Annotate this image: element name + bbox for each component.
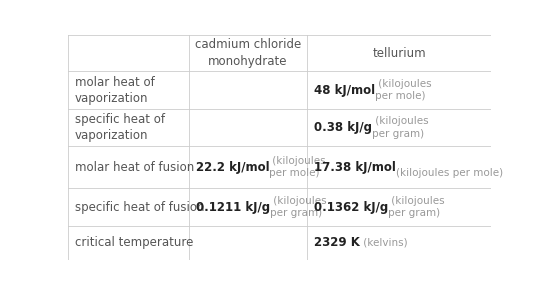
Text: molar heat of fusion: molar heat of fusion — [75, 161, 194, 174]
Text: specific heat of
vaporization: specific heat of vaporization — [75, 113, 165, 142]
Text: (kelvins): (kelvins) — [360, 238, 408, 248]
Text: (kilojoules
per gram): (kilojoules per gram) — [372, 116, 429, 139]
Text: (kilojoules
per mole): (kilojoules per mole) — [269, 156, 326, 178]
Text: 48 kJ/mol: 48 kJ/mol — [314, 84, 375, 97]
Text: (kilojoules
per gram): (kilojoules per gram) — [388, 196, 445, 218]
Text: 2329 K: 2329 K — [314, 236, 360, 249]
Text: 22.2 kJ/mol: 22.2 kJ/mol — [195, 161, 269, 174]
Text: (kilojoules per mole): (kilojoules per mole) — [396, 156, 503, 178]
Text: 0.1211 kJ/g: 0.1211 kJ/g — [195, 201, 270, 213]
Text: (kilojoules
per mole): (kilojoules per mole) — [375, 79, 432, 101]
Text: specific heat of fusion: specific heat of fusion — [75, 201, 205, 213]
Text: (kilojoules
per gram): (kilojoules per gram) — [270, 196, 327, 218]
Text: tellurium: tellurium — [372, 47, 426, 60]
Text: 17.38 kJ/mol: 17.38 kJ/mol — [314, 161, 396, 174]
Text: cadmium chloride
monohydrate: cadmium chloride monohydrate — [195, 38, 301, 68]
Text: critical temperature: critical temperature — [75, 236, 193, 249]
Text: molar heat of
vaporization: molar heat of vaporization — [75, 76, 155, 105]
Text: 0.38 kJ/g: 0.38 kJ/g — [314, 121, 372, 134]
Text: 0.1362 kJ/g: 0.1362 kJ/g — [314, 201, 388, 213]
